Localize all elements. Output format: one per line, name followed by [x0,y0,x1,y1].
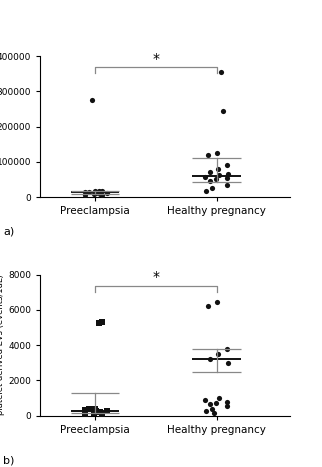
Point [205,303,210,310]
Point [220,107,225,114]
Point [91,190,96,198]
Point [225,398,230,405]
Point [225,359,230,367]
Point [98,190,103,197]
Point [215,350,221,358]
Point [87,188,92,196]
Point [92,407,98,414]
Point [97,187,102,195]
Point [208,355,213,363]
Point [82,411,87,418]
Point [91,409,96,417]
Point [224,345,229,353]
Point [209,405,214,412]
Point [218,68,223,76]
Point [90,96,95,104]
Point [204,408,209,415]
Point [225,170,230,178]
Point [205,151,210,158]
Point [99,191,104,198]
Point [213,176,218,183]
Point [92,189,98,196]
Point [104,190,109,197]
Point [97,319,102,326]
Point [224,181,229,189]
Point [224,402,229,410]
Point [203,173,208,180]
Point [209,184,214,192]
Point [93,407,99,414]
Point [98,408,103,416]
Point [213,400,218,407]
Point [92,405,98,412]
Point [82,188,87,196]
Point [215,149,220,157]
Text: a): a) [3,226,14,236]
Point [87,406,92,413]
Y-axis label: CD62P+/CD41a+ activated
platelet derived EVs (events/1uL): CD62P+/CD41a+ activated platelet derived… [0,275,5,416]
Point [204,187,209,194]
Point [100,318,105,325]
Text: b): b) [3,455,14,465]
Point [82,191,87,199]
Point [203,396,208,403]
Point [208,169,213,176]
Text: *: * [152,270,159,284]
Point [99,410,104,417]
Point [93,189,99,197]
Point [215,165,221,173]
Point [211,409,216,417]
Point [217,171,222,179]
Point [100,187,105,194]
Point [82,406,87,414]
Point [225,174,230,181]
Point [92,188,98,195]
Point [224,162,229,169]
Point [217,394,222,402]
Point [207,177,212,185]
Point [215,298,220,306]
Text: *: * [152,52,159,66]
Point [207,400,212,408]
Point [104,408,109,415]
